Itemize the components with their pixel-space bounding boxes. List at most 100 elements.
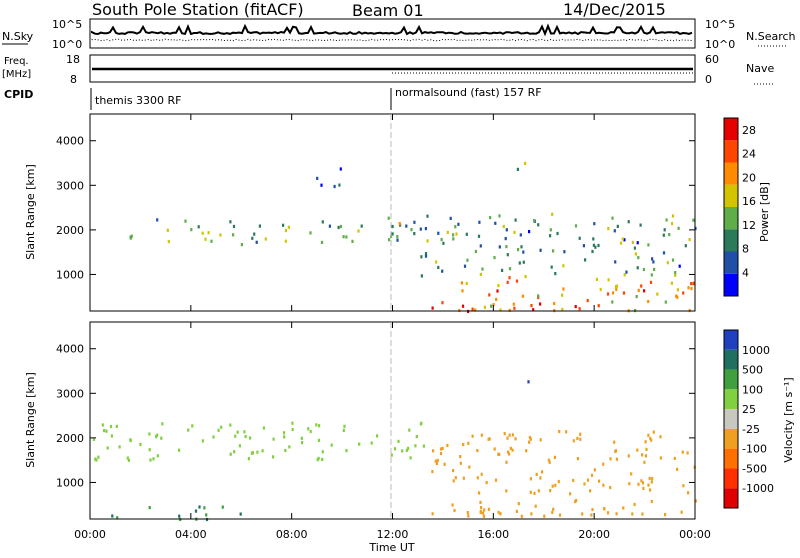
power-cell xyxy=(607,278,610,282)
power-cell xyxy=(551,212,554,216)
velocity-cell xyxy=(415,435,418,439)
velocity-cell xyxy=(547,458,550,462)
velocity-colorbar-label: Velocity [m s⁻¹] xyxy=(782,377,795,462)
power-cell xyxy=(671,258,675,262)
power-cell xyxy=(184,219,187,223)
cpid-segment-1: themis 3300 RF xyxy=(95,94,182,107)
velocity-cell xyxy=(478,491,481,495)
nsearch-tick-top: 10^5 xyxy=(705,18,735,31)
power-cell xyxy=(636,241,639,245)
power-colorbar-tick: 8 xyxy=(742,243,749,256)
velocity-cell xyxy=(694,499,697,503)
power-cell xyxy=(337,225,340,230)
power-cell xyxy=(441,301,444,305)
velocity-cell xyxy=(459,461,462,465)
power-cell xyxy=(463,264,467,268)
power-cell xyxy=(670,281,673,285)
power-cell xyxy=(682,291,685,295)
power-cell xyxy=(512,302,515,306)
velocity-cell xyxy=(627,454,630,458)
velocity-cell xyxy=(414,444,417,448)
power-cell xyxy=(207,231,210,235)
power-colorbar-tick: 24 xyxy=(742,148,756,161)
power-cell xyxy=(652,260,655,264)
velocity-cell xyxy=(527,380,530,384)
power-cell xyxy=(592,237,595,241)
velocity-cell xyxy=(431,470,434,474)
power-cell xyxy=(528,230,531,234)
power-cell xyxy=(210,239,213,243)
power-cell xyxy=(539,302,542,306)
power-cell xyxy=(264,237,267,241)
power-cell xyxy=(508,308,511,312)
power-cell xyxy=(501,268,504,272)
power-cell xyxy=(490,304,493,308)
velocity-cell xyxy=(602,462,605,466)
velocity-cell xyxy=(622,506,625,510)
power-cell xyxy=(597,243,600,248)
velocity-cell xyxy=(647,483,650,487)
power-cell xyxy=(621,237,624,241)
power-cell xyxy=(481,267,484,271)
power-cell xyxy=(554,272,557,276)
velocity-cell xyxy=(503,432,506,436)
x-tick-label: 00:00 xyxy=(679,528,711,541)
velocity-cell xyxy=(187,428,190,432)
nave-label: Nave xyxy=(746,62,774,75)
power-cell xyxy=(320,240,324,244)
velocity-cell xyxy=(251,451,254,455)
power-cell xyxy=(615,287,618,291)
power-cell xyxy=(637,256,640,260)
x-tick-label: 12:00 xyxy=(377,528,409,541)
power-cell xyxy=(219,233,222,237)
velocity-cell xyxy=(321,450,324,454)
power-cell xyxy=(442,241,445,245)
power-cell xyxy=(479,244,482,248)
power-cell xyxy=(556,231,559,236)
freq-panel: Freq. [MHz] 18 8 60 0 Nave xyxy=(2,53,774,86)
velocity-cell xyxy=(628,482,631,486)
velocity-cell xyxy=(452,469,455,473)
velocity-colorbar-tick: -1000 xyxy=(742,482,774,495)
power-cell xyxy=(465,232,468,236)
velocity-cell xyxy=(148,448,151,452)
velocity-cell xyxy=(528,440,531,444)
velocity-cell xyxy=(686,451,689,455)
velocity-panel: 1000 2000 3000 4000 Slant Range [km] 1000 50… xyxy=(24,321,795,522)
velocity-cell xyxy=(106,446,109,450)
velocity-cell xyxy=(572,439,575,443)
power-cell xyxy=(552,249,555,253)
power-cell xyxy=(522,250,525,254)
power-cell xyxy=(435,260,438,264)
power-cell xyxy=(498,245,501,249)
velocity-cells xyxy=(92,380,697,522)
velocity-cell xyxy=(291,421,294,425)
velocity-cell xyxy=(229,423,232,427)
power-cell xyxy=(597,304,600,308)
power-cell xyxy=(549,234,552,238)
freq-frame xyxy=(89,54,696,83)
power-colorbar-tick: 12 xyxy=(742,219,756,232)
velocity-cell xyxy=(194,509,198,513)
velocity-colorbar-swatch xyxy=(724,330,738,350)
power-cell xyxy=(665,218,668,222)
power-cell xyxy=(426,214,429,218)
power-colorbar-swatch xyxy=(724,229,738,252)
y-tick-label: 4000 xyxy=(56,135,84,148)
power-cell xyxy=(357,229,360,233)
power-cell xyxy=(666,261,669,265)
power-cell xyxy=(502,224,505,229)
power-cell xyxy=(611,216,614,220)
velocity-cell xyxy=(443,462,446,466)
velocity-colorbar-swatch xyxy=(724,349,738,370)
velocity-cell xyxy=(511,448,514,452)
velocity-cell xyxy=(126,456,129,460)
velocity-cell xyxy=(221,505,224,509)
power-cell xyxy=(420,274,423,278)
velocity-colorbar-swatch xyxy=(724,468,738,489)
power-cell xyxy=(668,233,671,237)
power-colorbar-swatch xyxy=(724,162,738,185)
velocity-cell xyxy=(505,460,508,464)
power-cell xyxy=(387,216,390,220)
power-cell xyxy=(561,293,564,297)
